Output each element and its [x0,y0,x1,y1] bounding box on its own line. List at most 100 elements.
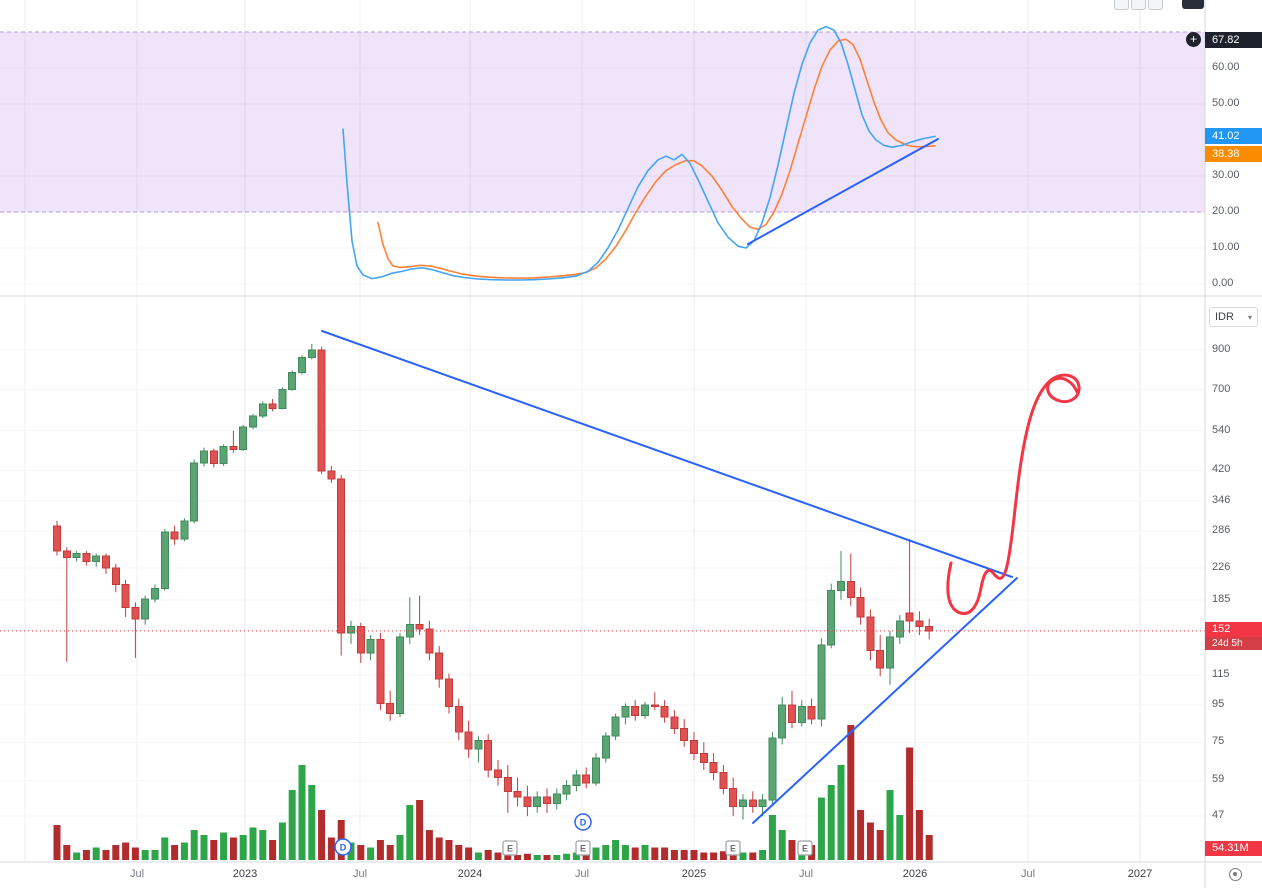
currency-selector[interactable]: IDR ▾ [1209,307,1258,327]
candle-body [131,607,140,620]
volume-bar [592,847,600,860]
volume-bar [523,853,531,860]
candle-body [249,415,257,428]
volume-bar [925,835,933,860]
candle-body [307,349,316,359]
candle-body [425,628,434,654]
volume-bar [543,855,551,860]
settings-icon[interactable] [1131,0,1146,10]
earnings-marker[interactable] [575,840,591,856]
volume-bar [239,835,247,860]
candle-body [797,706,806,724]
earnings-marker[interactable] [797,840,813,856]
volume-bar [161,837,169,860]
candle-body [699,752,708,764]
candle-body [102,555,110,569]
indicator-tick-label: 50.00 [1212,97,1240,109]
volume-bar [866,822,874,860]
camera-icon[interactable] [1114,0,1129,10]
price-tick-label: 115 [1212,667,1230,680]
candle-body [494,769,502,779]
volume-bar [533,855,541,860]
volume-bar [631,847,639,860]
dividend-marker[interactable] [574,813,592,831]
volume-bar [131,847,139,860]
projection-drawing[interactable] [946,373,1081,615]
more-icon[interactable] [1182,0,1204,9]
volume-bar [357,845,365,860]
volume-bar [416,800,424,860]
volume-bar [827,785,835,860]
volume-bar [915,810,923,860]
maximize-icon[interactable] [1148,0,1163,10]
candle-body [650,704,659,708]
candle-body [141,598,150,620]
trendline-drawing[interactable] [321,330,1013,578]
volume-bar [896,815,904,860]
volume-bar [308,785,316,860]
volume-bar [710,852,718,860]
last-price-badge: 152 24d 5h [1205,622,1262,650]
indicator-tick-label: 10.00 [1212,241,1240,253]
candle-body [621,706,630,718]
candle-body [660,706,669,718]
indicator-tick-label: 0.00 [1212,277,1234,289]
dividend-marker[interactable] [334,838,352,856]
trendline-drawing[interactable] [752,577,1018,824]
volume-bar [680,850,688,860]
indicator-tick-label: 20.00 [1212,205,1240,217]
volume-bar [347,842,355,860]
time-tick-label: Jul [1020,868,1036,880]
time-tick-label: 2023 [232,868,258,880]
currency-label: IDR [1215,311,1234,323]
volume-bar [651,847,659,860]
candle-body [807,706,816,720]
volume-bar [749,852,757,860]
price-tick-label: 540 [1212,423,1231,436]
candle-body [347,626,355,634]
price-tick-label: 420 [1212,463,1231,476]
candle-body [239,426,248,450]
trendline-drawing[interactable] [747,138,939,245]
add-alert-plus-icon[interactable]: + [1186,32,1201,47]
earnings-marker[interactable] [725,840,741,856]
candle-body [62,550,71,558]
volume-bar [602,845,610,860]
candle-body [317,349,326,472]
volume-bar [474,852,482,860]
candle-body [53,525,61,552]
candle-body [170,531,179,540]
volume-bar [102,850,110,860]
candle-body [92,555,101,562]
stoch-k-value-badge: 41.02 [1205,128,1262,144]
candle-body [484,739,493,771]
bar-countdown: 24d 5h [1205,637,1262,650]
candle-body [405,624,414,638]
volume-bar [180,842,188,860]
price-tick-label: 226 [1212,561,1231,574]
volume-bar [249,827,257,860]
price-scale[interactable]: 67.82 41.02 38.38 IDR ▾ 152 24d 5h 54.31… [1205,0,1262,862]
candle-body [503,777,512,792]
volume-bar [151,850,159,860]
top-toolbar [1114,0,1209,11]
dividend-marker-label: D [580,818,587,828]
volume-bar [514,855,522,860]
candle-body [641,704,649,716]
time-tick-label: Jul [798,868,814,880]
earnings-marker[interactable] [502,840,518,856]
volume-bar [700,852,708,860]
indicator-line [342,25,936,281]
earnings-marker-label: E [802,844,808,854]
volume-bar [582,852,590,860]
volume-bar [435,837,443,860]
price-tick-label: 75 [1212,735,1225,748]
time-scale[interactable]: Jul 2023 Jul 2024 Jul 2025 Jul 2026 Jul 2027 [0,862,1262,888]
candle-body [866,616,875,652]
candle-body [739,799,747,807]
candle-body [758,799,767,807]
candle-body [895,620,904,638]
candle-body [268,403,277,409]
clock-icon[interactable] [1229,868,1242,881]
